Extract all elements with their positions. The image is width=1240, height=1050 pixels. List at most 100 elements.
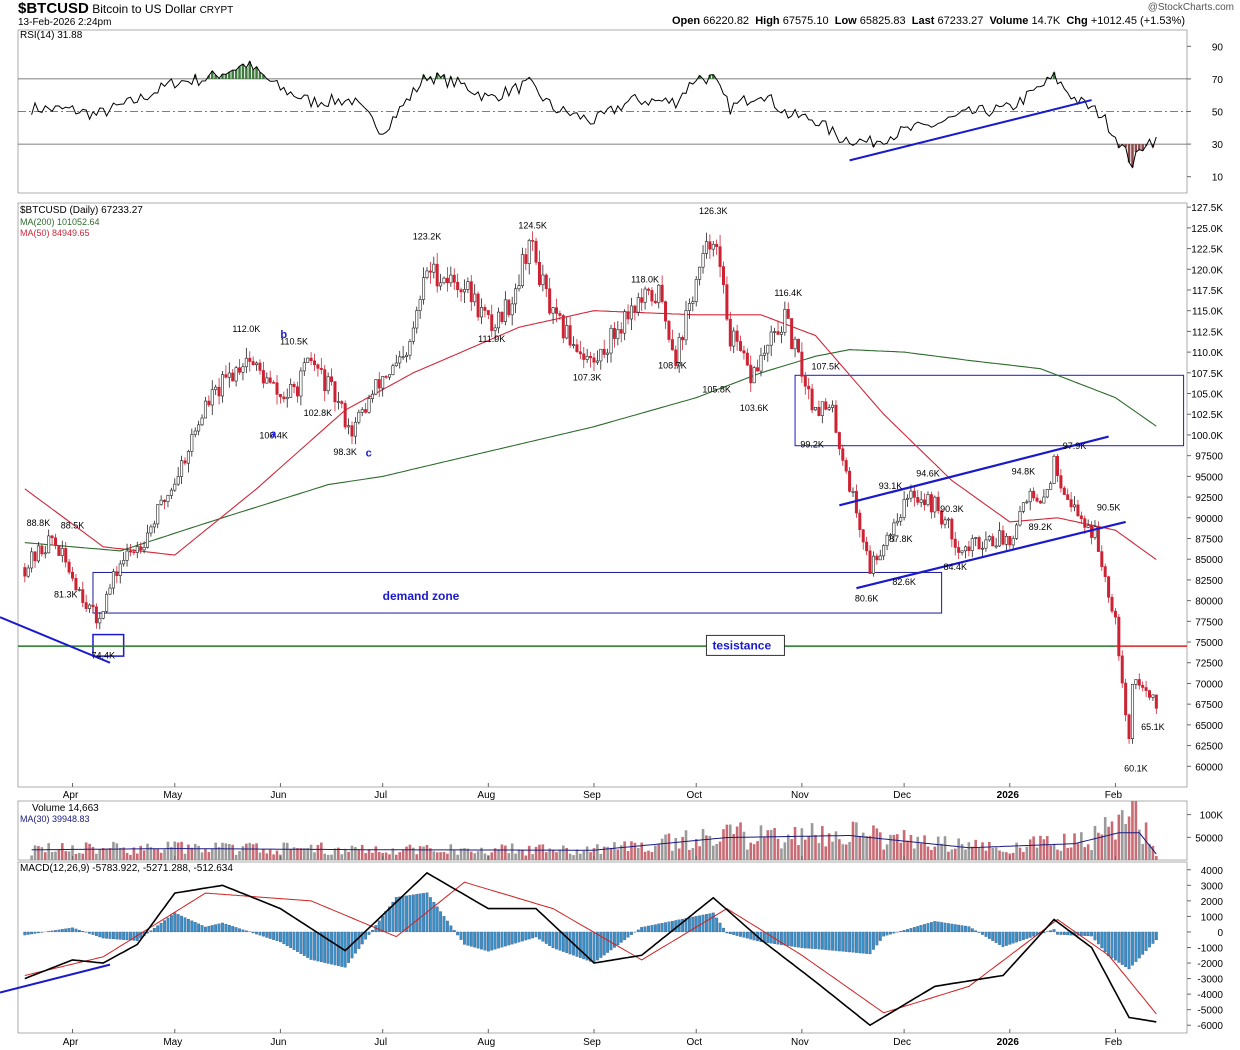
price-point-label: 88.8K [27, 518, 51, 528]
candle-body [1015, 524, 1019, 539]
ma200-legend: MA(200) 101052.64 [20, 217, 100, 227]
candle-body [353, 421, 357, 437]
volume-bar [357, 849, 361, 860]
volume-bar [602, 846, 606, 860]
volume-bar [984, 850, 988, 860]
macd-histogram-bar [640, 927, 644, 933]
volume-bar [715, 843, 718, 860]
candle-body [960, 550, 964, 553]
price-tick-label: 77500 [1195, 617, 1223, 628]
macd-histogram-bar [987, 931, 991, 939]
macd-histogram-bar [326, 931, 330, 964]
volume-bar [418, 846, 422, 860]
volume-bar [282, 842, 286, 860]
price-tick-label: 110.0K [1192, 348, 1223, 359]
macd-histogram-bar [998, 931, 1001, 945]
candle-body [394, 362, 398, 367]
macd-histogram-bar [313, 931, 316, 961]
candle-body [1001, 530, 1005, 545]
price-tick-label: 117.5K [1192, 286, 1223, 297]
macd-histogram-bar [190, 920, 194, 933]
volume-bar [1083, 847, 1087, 860]
price-point-label: 80.6K [855, 593, 879, 603]
volume-bar [1018, 847, 1022, 860]
macd-histogram-bar [599, 931, 603, 958]
volume-bar [810, 823, 814, 860]
macd-histogram-bar [892, 931, 896, 934]
candle-body [940, 510, 944, 525]
candle-body [698, 266, 702, 280]
candle-body [190, 434, 194, 452]
macd-histogram-bar [534, 931, 538, 938]
candle-body [364, 409, 368, 413]
volume-bar [292, 847, 296, 860]
macd-histogram-bar [647, 925, 650, 933]
candle-body [514, 288, 518, 305]
macd-histogram-bar [1151, 931, 1155, 944]
macd-histogram-bar [960, 925, 964, 933]
macd-histogram-bar [183, 917, 187, 933]
rsi-trendline [849, 99, 1092, 162]
volume-bar [746, 849, 749, 860]
macd-histogram-bar [221, 922, 224, 933]
x-axis: Apr Apr May May Jun Jun Jul Jul Aug Aug Sep Sep Oct O… [63, 783, 1122, 1048]
macd-histogram-bar [1011, 931, 1015, 944]
macd-tick-label: 2000 [1201, 897, 1224, 908]
candle-body [882, 545, 886, 557]
volume-bar [674, 837, 678, 860]
candle-body [244, 357, 248, 368]
volume-bar [285, 842, 289, 860]
price-tick-label: 87500 [1195, 534, 1223, 545]
macd-histogram-bar [759, 931, 763, 942]
macd-histogram-bar [330, 931, 333, 965]
downtrend-line [0, 616, 111, 664]
macd-histogram-bar [650, 925, 654, 933]
volume-bar [166, 841, 170, 860]
candle-body [677, 337, 681, 367]
candle-body [1059, 475, 1063, 489]
volume-bar [711, 845, 715, 860]
candle-body [837, 432, 841, 450]
macd-histogram-bar [868, 931, 872, 955]
candle-body [885, 534, 889, 546]
macd-histogram-bar [933, 921, 937, 933]
candle-body [422, 277, 426, 300]
macd-histogram-bar [527, 931, 531, 940]
candle-body [316, 364, 320, 369]
candle-body [684, 310, 688, 341]
x-tick-label: May [163, 790, 182, 801]
volume-bar [633, 842, 637, 860]
candle-body [807, 385, 811, 390]
candle-body [916, 497, 920, 503]
candle-body [139, 546, 143, 551]
candle-body [749, 364, 753, 384]
quote-bar: Open 66220.82 High 67575.10 Low 65825.83… [671, 15, 1185, 27]
candle-body [851, 491, 855, 493]
macd-tick-label: 4000 [1201, 866, 1224, 877]
volume-bar [388, 854, 391, 860]
macd-histogram-bar [176, 914, 180, 933]
candle-body [548, 288, 552, 314]
macd-histogram-bar [807, 931, 811, 949]
candle-body [176, 476, 180, 485]
macd-histogram-bar [1154, 931, 1158, 941]
macd-histogram-bar [947, 923, 950, 933]
volume-bar [1039, 835, 1042, 860]
macd-legend: MACD(12,26,9) -5783.922, -5271.288, -512… [20, 863, 233, 874]
candle-body [1025, 501, 1029, 504]
macd-histogram-bar [834, 931, 838, 951]
volume-bar [159, 852, 163, 860]
macd-histogram-bar [1022, 931, 1025, 940]
volume-bar [217, 847, 221, 860]
candle-body [497, 311, 501, 329]
candle-body [387, 374, 391, 378]
volume-tick-label: 100K [1200, 811, 1224, 822]
macd-tick-label: 1000 [1201, 912, 1224, 923]
volume-bar [50, 852, 54, 860]
volume-bar [398, 852, 402, 860]
volume-bar [691, 848, 695, 860]
price-point-label: 111.9K [478, 334, 505, 344]
price-point-label: 93.1K [879, 481, 903, 491]
candle-body [694, 279, 698, 302]
